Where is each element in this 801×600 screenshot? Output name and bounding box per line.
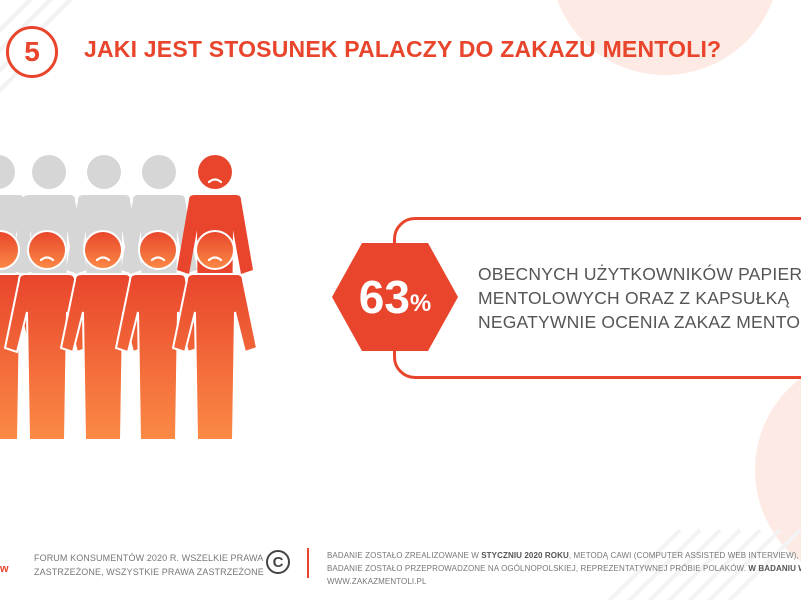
methodology-text: , METODĄ CAWI (COMPUTER ASSISTED WEB INT…: [568, 551, 799, 560]
footer-rights: FORUM KONSUMENTÓW 2020 R. WSZELKIE PRAWA…: [34, 551, 274, 579]
methodology-line-2: BADANIE ZOSTAŁO PRZEPROWADZONE NA OGÓLNO…: [327, 562, 801, 575]
percentage-hexagon: [332, 243, 458, 351]
description-line-2: MENTOLOWYCH ORAZ Z KAPSUŁKĄ: [478, 288, 790, 308]
percentage-value: 63 %: [330, 241, 460, 353]
methodology-date: STYCZNIU 2020 ROKU: [481, 551, 569, 560]
methodology-text: BADANIE ZOSTAŁO PRZEPROWADZONE NA OGÓLNO…: [327, 564, 749, 573]
sad-face-icon: [207, 256, 223, 262]
slide-header: 5 JAKI JEST STOSUNEK PALACZY DO ZAKAZU M…: [0, 22, 801, 86]
sad-face-icon: [39, 256, 55, 262]
footer-methodology: BADANIE ZOSTAŁO ZREALIZOWANE W STYCZNIU …: [327, 549, 801, 588]
statistic-callout-box: [393, 217, 801, 379]
copyright-icon: C: [266, 550, 290, 574]
methodology-line-1: BADANIE ZOSTAŁO ZREALIZOWANE W STYCZNIU …: [327, 549, 801, 562]
footer-rights-line-2: ZASTRZEŻONE, WSZYSTKIE PRAWA ZASTRZEŻONE: [34, 567, 264, 577]
percentage-sign: %: [409, 290, 432, 317]
methodology-text: BADANIE ZOSTAŁO ZREALIZOWANE W: [327, 551, 482, 560]
methodology-website[interactable]: WWW.ZAKAZMENTOLI.PL: [327, 577, 427, 586]
slide-title: JAKI JEST STOSUNEK PALACZY DO ZAKAZU MEN…: [84, 36, 722, 62]
people-illustration: [0, 155, 258, 441]
description-line-3: NEGATYWNIE OCENIA ZAKAZ MENTOLI.: [478, 312, 801, 332]
methodology-text-bold: W BADANIU W: [748, 564, 801, 573]
sad-face-icon: [150, 256, 166, 262]
footer-rights-line-1: FORUM KONSUMENTÓW 2020 R. WSZELKIE PRAWA: [34, 553, 264, 563]
statistic-description: OBECNYCH UŻYTKOWNIKÓW PAPIEROS MENTOLOWY…: [478, 262, 801, 334]
step-number-badge: 5: [6, 26, 58, 78]
footer-logo-fragment: w: [0, 563, 9, 575]
sad-face-icon: [95, 256, 111, 262]
description-line-1: OBECNYCH UŻYTKOWNIKÓW PAPIEROS: [478, 264, 801, 284]
sad-face-icon: [207, 178, 223, 184]
percentage-number: 63: [358, 271, 410, 323]
footer-divider: [307, 548, 309, 578]
